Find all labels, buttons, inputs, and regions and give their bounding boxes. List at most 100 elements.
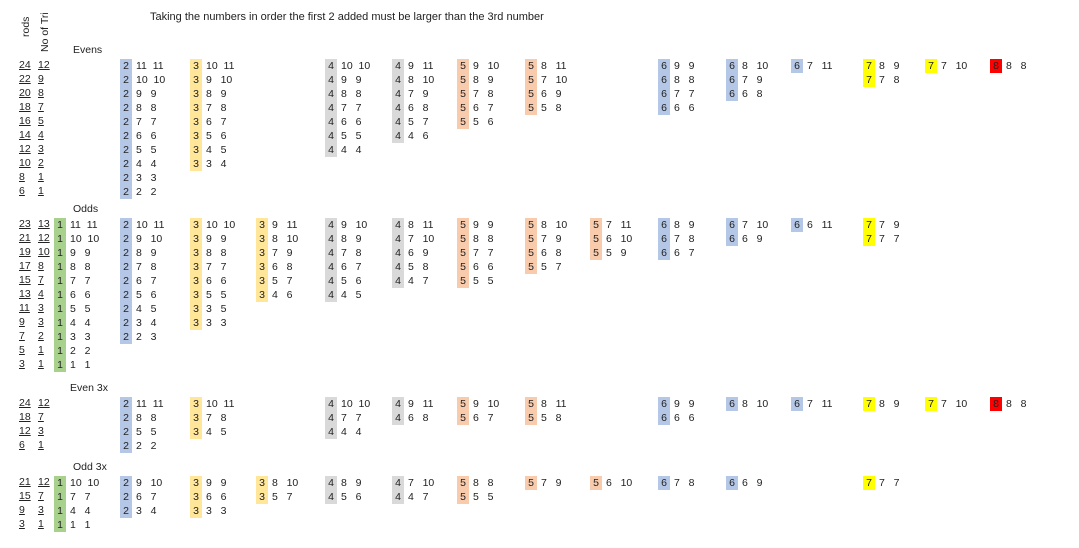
rods-value: 18 <box>19 101 31 113</box>
first-side-value: 6 <box>726 73 738 87</box>
first-side-value: 1 <box>54 358 66 372</box>
other-sides-values: 4 7 <box>408 491 429 503</box>
other-sides-values: 7 7 <box>879 477 900 489</box>
first-side-value: 1 <box>54 330 66 344</box>
triangle-cell: 2 9 10 <box>120 476 162 490</box>
first-side-value: 5 <box>590 232 602 246</box>
other-sides-values: 7 8 <box>879 74 900 86</box>
tri-count-value: 2 <box>38 330 44 342</box>
triangle-cell: 6 7 8 <box>658 476 694 490</box>
triangle-cell: 2 10 10 <box>120 73 165 87</box>
triangle-cell: 3 3 5 <box>190 302 226 316</box>
triangle-cell: 4 4 5 <box>325 288 361 302</box>
first-side-value: 3 <box>190 411 202 425</box>
rods-value: 18 <box>19 411 31 423</box>
triangle-cell: 4 8 8 <box>325 87 361 101</box>
triangle-cell: 5 6 8 <box>525 246 561 260</box>
first-side-value: 4 <box>392 274 404 288</box>
triangle-cell: 1 9 9 <box>54 246 90 260</box>
triangle-cell: 2 3 4 <box>120 316 156 330</box>
triangle-cell: 5 8 8 <box>457 232 493 246</box>
first-side-value: 4 <box>392 129 404 143</box>
first-side-value: 2 <box>120 425 132 439</box>
triangle-cell: 6 9 9 <box>658 59 694 73</box>
tri-count-value: 7 <box>38 490 44 502</box>
triangle-cell: 2 7 7 <box>120 115 156 129</box>
other-sides-values: 1 1 <box>70 359 91 371</box>
first-side-value: 2 <box>120 59 132 73</box>
other-sides-values: 5 6 <box>341 491 362 503</box>
rods-value: 24 <box>19 397 31 409</box>
triangle-cell: 4 5 8 <box>392 260 428 274</box>
triangle-cell: 6 6 8 <box>726 87 762 101</box>
triangle-cell: 7 8 9 <box>863 397 899 411</box>
first-side-value: 4 <box>392 115 404 129</box>
other-sides-values: 8 8 <box>473 477 494 489</box>
other-sides-values: 5 7 <box>272 491 293 503</box>
triangle-cell: 2 5 5 <box>120 143 156 157</box>
first-side-value: 3 <box>190 397 202 411</box>
first-side-value: 2 <box>120 185 132 199</box>
other-sides-values: 5 6 <box>473 116 494 128</box>
first-side-value: 5 <box>457 101 469 115</box>
other-sides-values: 8 10 <box>272 233 299 245</box>
first-side-value: 3 <box>256 246 268 260</box>
other-sides-values: 5 5 <box>136 426 157 438</box>
other-sides-values: 6 6 <box>473 261 494 273</box>
other-sides-values: 8 10 <box>272 477 299 489</box>
triangle-cell: 4 9 9 <box>325 73 361 87</box>
tri-count-value: 3 <box>38 504 44 516</box>
other-sides-values: 8 8 <box>674 74 695 86</box>
rods-value: 23 <box>19 218 31 230</box>
other-sides-values: 6 9 <box>742 233 763 245</box>
first-side-value: 2 <box>120 504 132 518</box>
other-sides-values: 8 9 <box>136 247 157 259</box>
other-sides-values: 5 6 <box>136 289 157 301</box>
other-sides-values: 7 11 <box>807 60 833 72</box>
rods-value: 15 <box>19 490 31 502</box>
first-side-value: 4 <box>392 397 404 411</box>
rods-value: 10 <box>19 157 31 169</box>
triangle-cell: 1 7 7 <box>54 274 90 288</box>
first-side-value: 6 <box>658 87 670 101</box>
first-side-value: 6 <box>791 218 803 232</box>
triangle-cell: 3 5 5 <box>190 288 226 302</box>
triangle-cell: 3 5 7 <box>256 274 292 288</box>
triangle-cell: 5 5 5 <box>457 490 493 504</box>
other-sides-values: 7 7 <box>341 102 362 114</box>
tri-count-value: 1 <box>38 171 44 183</box>
rods-value: 16 <box>19 115 31 127</box>
section-title: Even 3x <box>70 382 108 394</box>
first-side-value: 6 <box>726 397 738 411</box>
rods-value: 17 <box>19 260 31 272</box>
triangle-cell: 4 6 9 <box>392 246 428 260</box>
rods-value: 9 <box>19 504 25 516</box>
first-side-value: 1 <box>54 274 66 288</box>
triangle-cell: 5 5 5 <box>457 274 493 288</box>
first-side-value: 4 <box>325 218 337 232</box>
first-side-value: 3 <box>190 143 202 157</box>
other-sides-values: 10 11 <box>136 219 165 231</box>
first-side-value: 1 <box>54 232 66 246</box>
first-side-value: 6 <box>726 87 738 101</box>
triangle-cell: 6 7 8 <box>658 232 694 246</box>
other-sides-values: 9 10 <box>136 233 163 245</box>
first-side-value: 5 <box>457 218 469 232</box>
other-sides-values: 9 11 <box>408 398 434 410</box>
first-side-value: 6 <box>658 101 670 115</box>
rods-value: 9 <box>19 316 25 328</box>
other-sides-values: 7 7 <box>70 275 91 287</box>
other-sides-values: 7 8 <box>674 233 695 245</box>
other-sides-values: 8 8 <box>341 88 362 100</box>
triangle-cell: 1 1 1 <box>54 518 90 532</box>
triangle-cell: 5 8 11 <box>525 397 567 411</box>
other-sides-values: 7 8 <box>136 261 157 273</box>
triangle-cell: 5 5 8 <box>525 101 561 115</box>
triangle-cell: 2 10 11 <box>120 218 164 232</box>
other-sides-values: 5 7 <box>272 275 293 287</box>
other-sides-values: 6 6 <box>136 130 157 142</box>
other-sides-values: 9 10 <box>473 398 500 410</box>
triangle-cell: 1 4 4 <box>54 316 90 330</box>
other-sides-values: 10 11 <box>206 60 235 72</box>
first-side-value: 2 <box>120 330 132 344</box>
